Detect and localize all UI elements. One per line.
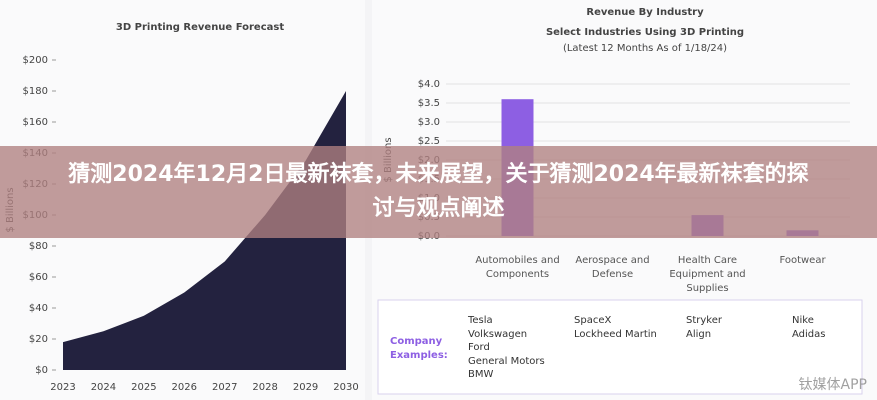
company-label: Company Examples: <box>390 336 448 361</box>
headline: 猜测2024年12月2日最新袜套，未来展望，关于猜测2024年最新袜套的探讨与观… <box>68 162 809 221</box>
x-tick-label: 2029 <box>293 382 318 393</box>
company-box <box>377 299 863 395</box>
chart-subtitle: Select Industries Using 3D Printing <box>546 27 744 38</box>
company-name: Adidas <box>792 328 826 340</box>
x-tick-label: 2025 <box>131 382 156 393</box>
x-tick-label: 2027 <box>212 382 237 393</box>
company-name: Align <box>686 328 712 340</box>
x-tick-label: Health Care Equipment and Supplies <box>669 255 746 294</box>
y-tick-label: $200 <box>23 55 48 66</box>
company-name: Nike <box>792 315 814 326</box>
y-tick-label: $80 <box>29 241 48 252</box>
x-tick-label: Footwear <box>779 255 826 266</box>
y-tick-label: $40 <box>29 303 48 314</box>
chart-title: Revenue By Industry <box>586 7 704 18</box>
chart-title: 3D Printing Revenue Forecast <box>116 22 284 33</box>
y-tick-label: $160 <box>23 117 48 128</box>
chart-note: (Latest 12 Months As of 1/18/24) <box>563 43 727 54</box>
y-tick-label: $180 <box>23 86 48 97</box>
company-name: Lockheed Martin <box>574 328 657 340</box>
x-tick-label: 2030 <box>333 382 358 393</box>
x-tick-label: Automobiles and Components <box>475 255 560 280</box>
company-name: Tesla <box>468 315 493 326</box>
company-name: Ford <box>468 342 490 353</box>
y-tick-label: $4.0 <box>418 79 440 90</box>
company-name: Volkswagen <box>468 328 528 340</box>
y-tick-label: $3.0 <box>418 117 440 128</box>
x-tick-label: 2023 <box>50 382 75 393</box>
y-tick-label: $2.5 <box>418 136 440 147</box>
y-tick-label: $0 <box>35 365 48 376</box>
company-name: SpaceX <box>574 315 612 326</box>
x-tick-label: Aerospace and Defense <box>575 255 650 280</box>
x-tick-label: 2024 <box>91 382 116 393</box>
company-name: Stryker <box>686 315 722 326</box>
headline-banner: 猜测2024年12月2日最新袜套，未来展望，关于猜测2024年最新袜套的探讨与观… <box>0 146 877 238</box>
area <box>63 91 346 370</box>
company-name: BMW <box>468 369 494 380</box>
x-tick-label: 2026 <box>172 382 197 393</box>
y-tick-label: $20 <box>29 334 48 345</box>
y-tick-label: $3.5 <box>418 98 440 109</box>
x-tick-label: 2028 <box>252 382 277 393</box>
watermark: 钛媒体APP <box>798 377 867 393</box>
y-tick-label: $60 <box>29 272 48 283</box>
company-name: General Motors <box>468 355 545 367</box>
